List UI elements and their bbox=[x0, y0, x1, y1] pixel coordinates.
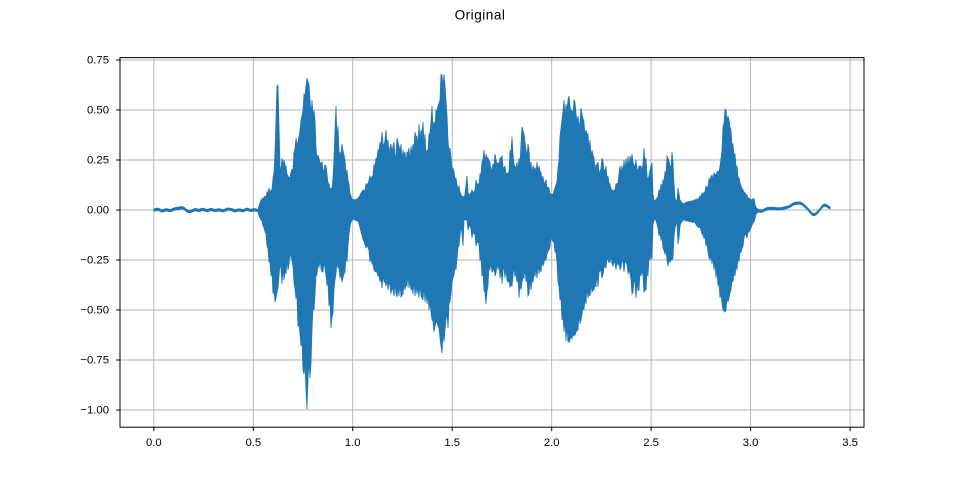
svg-text:Original: Original bbox=[455, 8, 506, 23]
svg-text:−0.75: −0.75 bbox=[80, 355, 109, 367]
svg-text:1.5: 1.5 bbox=[444, 437, 460, 449]
svg-text:1.0: 1.0 bbox=[345, 437, 361, 449]
svg-text:0.0: 0.0 bbox=[146, 437, 162, 449]
svg-text:0.00: 0.00 bbox=[87, 205, 109, 217]
svg-text:−0.50: −0.50 bbox=[80, 305, 109, 317]
svg-text:−1.00: −1.00 bbox=[80, 405, 109, 417]
svg-text:0.50: 0.50 bbox=[87, 105, 109, 117]
svg-text:3.5: 3.5 bbox=[842, 437, 858, 449]
svg-text:0.25: 0.25 bbox=[87, 155, 109, 167]
svg-text:−0.25: −0.25 bbox=[80, 255, 109, 267]
svg-text:2.5: 2.5 bbox=[643, 437, 659, 449]
svg-text:0.75: 0.75 bbox=[87, 55, 109, 67]
svg-text:2.0: 2.0 bbox=[544, 437, 560, 449]
svg-text:3.0: 3.0 bbox=[743, 437, 759, 449]
svg-text:0.5: 0.5 bbox=[245, 437, 261, 449]
